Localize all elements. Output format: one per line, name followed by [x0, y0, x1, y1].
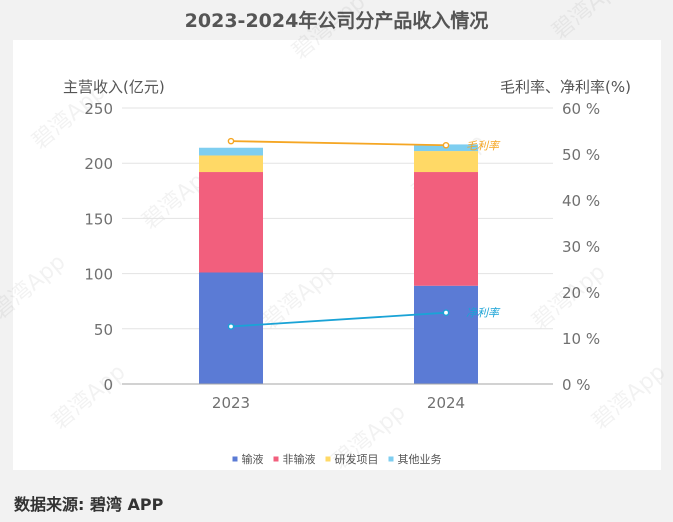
bar-segment [414, 151, 478, 173]
watermark-text: 碧湾App [0, 250, 70, 325]
chart-title: 2023-2024年公司分产品收入情况 [184, 10, 489, 32]
legend-label: 其他业务 [398, 453, 442, 466]
y-axis-title: 主营收入(亿元) [63, 78, 165, 96]
y-tick-label: 200 [84, 155, 113, 173]
legend-swatch [388, 456, 394, 462]
grid-lines [122, 107, 553, 330]
bar-segment [199, 147, 263, 156]
y2-tick-label: 60 % [562, 100, 600, 118]
watermark-text: 碧湾App [48, 360, 131, 435]
legend-swatch [232, 456, 238, 462]
axes-layer: 0 50 100 150 200 250 0 % 10 % 20 % 30 % 40 % 50 % 60… [84, 100, 600, 412]
y2-tick-label: 10 % [562, 330, 600, 348]
bar-layer [199, 144, 478, 384]
y2-tick-label: 0 % [562, 376, 591, 394]
y-tick-label: 100 [84, 266, 113, 284]
bar-segment [414, 172, 478, 286]
legend: 输液 非输液 研发项目 其他业务 [232, 452, 442, 466]
bar-segment [199, 155, 263, 173]
legend-label: 研发项目 [335, 452, 379, 466]
line-series-label: 净利率 [466, 307, 501, 320]
y2-tick-label: 40 % [562, 192, 600, 210]
line-series [230, 140, 447, 147]
line-point [227, 323, 235, 330]
watermark-text: 碧湾App [588, 360, 671, 435]
y2-tick-label: 20 % [562, 284, 600, 302]
x-tick-label: 2024 [427, 394, 465, 412]
data-source: 数据来源: 碧湾 APP [14, 495, 164, 514]
x-tick-label: 2023 [212, 394, 250, 412]
line-point [442, 141, 450, 149]
y2-tick-label: 50 % [562, 146, 600, 164]
y-tick-label: 150 [84, 210, 113, 228]
bar-segment [199, 172, 263, 273]
bar-segment [414, 285, 478, 384]
y-tick-label: 50 [94, 321, 113, 339]
watermark-text: 碧湾App [548, 0, 631, 45]
legend-label: 非输液 [283, 452, 316, 466]
line-point [442, 309, 450, 317]
chart-panel [13, 40, 661, 470]
legend-swatch [273, 456, 279, 462]
legend-label: 输液 [242, 452, 264, 466]
line-series [230, 311, 447, 328]
y2-tick-label: 30 % [562, 238, 600, 256]
y2-axis-title: 毛利率、净利率(%) [500, 78, 631, 96]
y-tick-label: 250 [84, 100, 113, 118]
line-series-label: 毛利率 [466, 139, 501, 152]
y-tick-label: 0 [103, 376, 113, 394]
legend-swatch [325, 456, 331, 462]
watermark-text: 碧湾App [288, 0, 371, 65]
line-point [227, 137, 235, 145]
